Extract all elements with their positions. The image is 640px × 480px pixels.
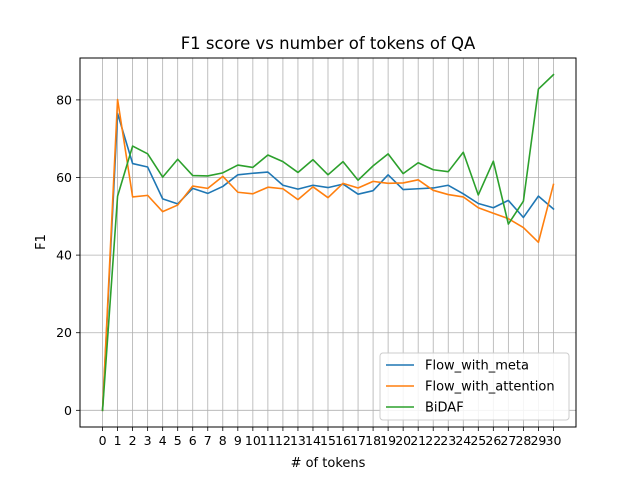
- x-tick-label: 25: [470, 433, 486, 448]
- chart-title: F1 score vs number of tokens of QA: [181, 34, 476, 53]
- x-tick-label: 6: [189, 433, 197, 448]
- x-tick-label: 21: [410, 433, 426, 448]
- x-axis: 0 1 2 3 4 5 6 7 8 9 10 11 12 13 14 15 16 17 18 19 20 21 22 23 24…: [99, 427, 562, 448]
- x-tick-label: 0: [99, 433, 107, 448]
- x-tick-label: 1: [114, 433, 122, 448]
- x-tick-label: 5: [174, 433, 182, 448]
- x-tick-label: 16: [335, 433, 351, 448]
- y-axis: 0 20 40 60 80: [56, 92, 80, 418]
- y-axis-label: F1: [34, 234, 49, 250]
- x-tick-label: 10: [245, 433, 261, 448]
- y-tick-label: 20: [56, 325, 72, 340]
- series-line-flow-with-attention: [101, 98, 555, 412]
- x-tick-label: 30: [546, 433, 562, 448]
- x-tick-label: 2: [129, 433, 137, 448]
- x-axis-label: # of tokens: [291, 456, 366, 471]
- x-tick-label: 29: [530, 433, 546, 448]
- x-tick-label: 11: [260, 433, 276, 448]
- x-tick-label: 9: [234, 433, 242, 448]
- legend-box: [379, 352, 570, 421]
- series-lines: [101, 73, 555, 412]
- x-tick-label: 14: [305, 433, 321, 448]
- x-tick-label: 17: [350, 433, 366, 448]
- legend-label: Flow_with_meta: [425, 359, 529, 374]
- y-tick-label: 0: [64, 403, 72, 418]
- x-tick-label: 18: [365, 433, 381, 448]
- series-line-bidaf: [101, 73, 555, 412]
- x-tick-label: 19: [380, 433, 396, 448]
- x-tick-label: 28: [515, 433, 531, 448]
- x-tick-label: 24: [455, 433, 471, 448]
- y-tick-label: 80: [56, 92, 72, 107]
- x-tick-label: 22: [425, 433, 441, 448]
- x-tick-label: 8: [219, 433, 227, 448]
- y-tick-label: 40: [56, 248, 72, 263]
- x-tick-label: 4: [159, 433, 167, 448]
- legend-label: Flow_with_attention: [425, 380, 555, 395]
- x-tick-label: 7: [204, 433, 212, 448]
- legend: Flow_with_meta Flow_with_attention BiDAF: [379, 352, 570, 421]
- x-tick-label: 15: [320, 433, 336, 448]
- x-tick-label: 3: [144, 433, 152, 448]
- y-tick-label: 60: [56, 170, 72, 185]
- x-tick-label: 26: [485, 433, 501, 448]
- x-tick-label: 13: [290, 433, 306, 448]
- x-tick-label: 27: [500, 433, 516, 448]
- x-tick-label: 23: [440, 433, 456, 448]
- x-tick-label: 20: [395, 433, 411, 448]
- legend-label: BiDAF: [425, 401, 464, 416]
- x-tick-label: 12: [275, 433, 291, 448]
